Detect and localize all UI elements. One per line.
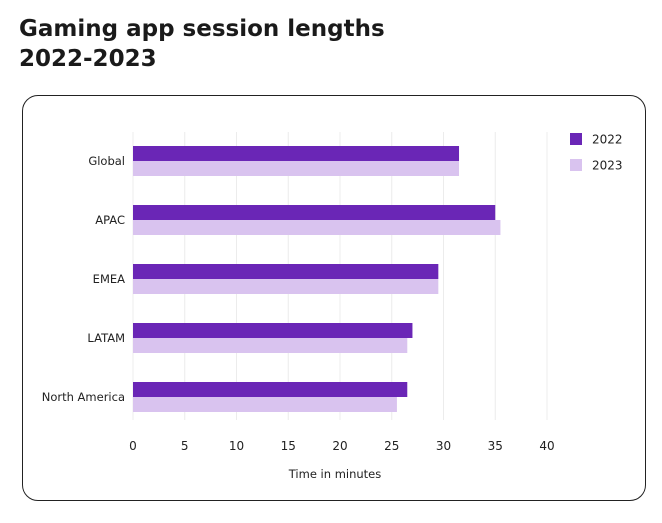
- x-tick-label: 5: [181, 439, 189, 453]
- x-tick-label: 10: [229, 439, 244, 453]
- legend-label: 2022: [592, 133, 623, 147]
- bar-2023: [133, 338, 408, 353]
- legend-swatch: [570, 133, 582, 145]
- category-label: EMEA: [93, 272, 125, 286]
- x-axis-label: Time in minutes: [288, 467, 382, 481]
- x-tick-label: 0: [129, 439, 137, 453]
- chart-title-line-1: Gaming app session lengths: [19, 16, 385, 42]
- x-tick-label: 25: [384, 439, 399, 453]
- x-tick-label: 20: [332, 439, 347, 453]
- bar-2022: [133, 205, 496, 220]
- category-label: North America: [42, 390, 125, 404]
- bar-2022: [133, 323, 413, 338]
- x-tick-label: 30: [436, 439, 451, 453]
- bar-2023: [133, 161, 460, 176]
- bar-2022: [133, 264, 439, 279]
- chart-title-line-2: 2022-2023: [19, 46, 157, 72]
- x-tick-label: 15: [281, 439, 296, 453]
- x-tick-label: 35: [488, 439, 503, 453]
- legend: 2022 2023: [570, 133, 623, 173]
- legend-label: 2023: [592, 159, 623, 173]
- chart-title: Gaming app session lengths 2022-2023: [19, 14, 385, 74]
- bar-2023: [133, 220, 501, 235]
- category-label: Global: [88, 154, 125, 168]
- bar-2022: [133, 146, 460, 161]
- category-label: LATAM: [87, 331, 125, 345]
- x-tick-labels: 0 5 10 15 20 25 30 35 40: [129, 439, 554, 453]
- x-tick-label: 40: [539, 439, 554, 453]
- bar-2022: [133, 382, 408, 397]
- bars: [133, 146, 501, 412]
- bar-2023: [133, 397, 397, 412]
- category-label: APAC: [95, 213, 125, 227]
- legend-swatch: [570, 159, 582, 171]
- bar-2023: [133, 279, 439, 294]
- category-labels: Global APAC EMEA LATAM North America: [42, 154, 125, 404]
